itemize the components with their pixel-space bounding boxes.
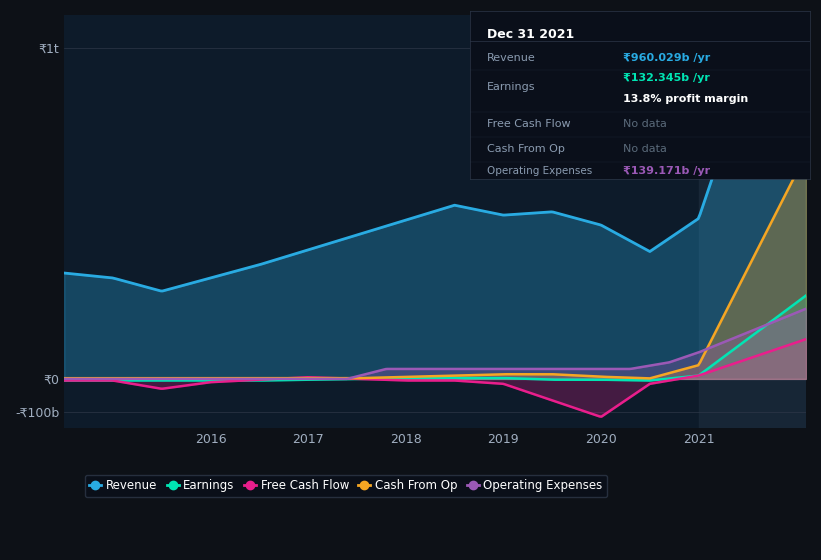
Bar	[699, 15, 806, 428]
Text: ₹139.171b /yr: ₹139.171b /yr	[623, 166, 710, 176]
Text: Earnings: Earnings	[487, 82, 535, 92]
Text: Revenue: Revenue	[487, 53, 535, 63]
Text: Cash From Op: Cash From Op	[487, 144, 565, 154]
Text: Operating Expenses: Operating Expenses	[487, 166, 592, 176]
Text: ₹132.345b /yr: ₹132.345b /yr	[623, 73, 710, 83]
Legend: Revenue, Earnings, Free Cash Flow, Cash From Op, Operating Expenses: Revenue, Earnings, Free Cash Flow, Cash …	[85, 474, 608, 497]
Text: ₹960.029b /yr: ₹960.029b /yr	[623, 53, 710, 63]
Text: No data: No data	[623, 119, 667, 129]
Text: Free Cash Flow: Free Cash Flow	[487, 119, 571, 129]
Text: No data: No data	[623, 144, 667, 154]
Text: Dec 31 2021: Dec 31 2021	[487, 28, 574, 41]
Text: 13.8% profit margin: 13.8% profit margin	[623, 94, 748, 104]
